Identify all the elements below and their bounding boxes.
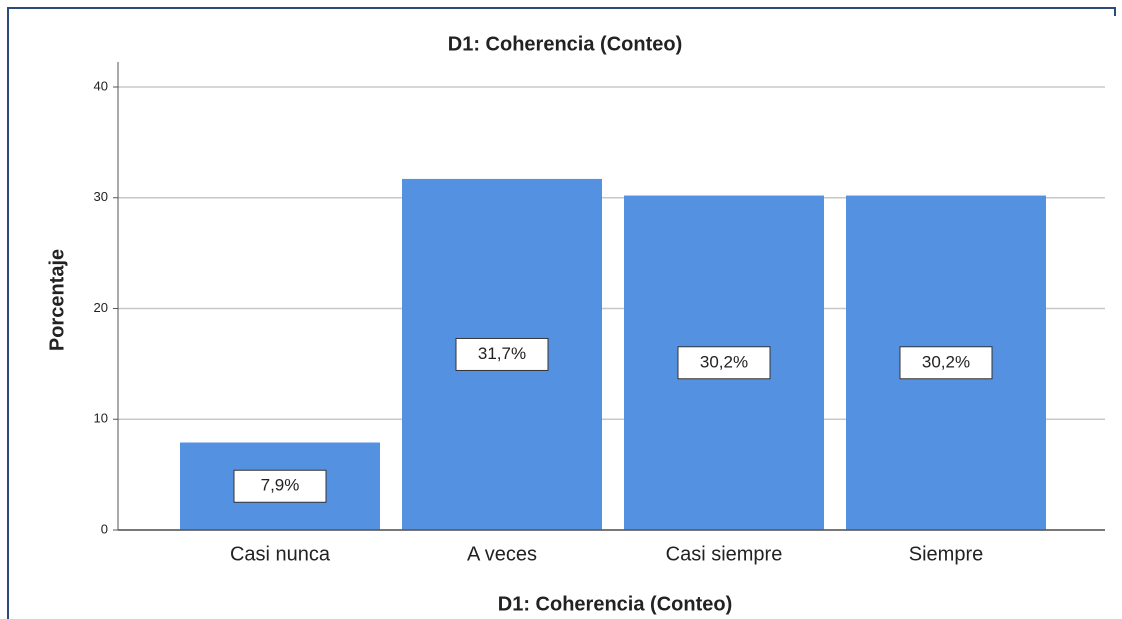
value-label: 30,2% bbox=[922, 352, 970, 371]
y-tick-label: 30 bbox=[94, 189, 108, 204]
y-tick-label: 0 bbox=[101, 521, 108, 536]
value-label: 7,9% bbox=[261, 476, 300, 495]
y-axis-title: Porcentaje bbox=[46, 249, 68, 351]
value-label-box bbox=[899, 346, 993, 380]
y-tick-label: 10 bbox=[94, 411, 108, 426]
value-label-box bbox=[233, 469, 327, 503]
value-label: 30,2% bbox=[700, 352, 748, 371]
frame bbox=[7, 7, 1116, 619]
value-label-box bbox=[455, 337, 549, 371]
y-tick-label: 20 bbox=[94, 300, 108, 315]
x-tick-label: Casi siempre bbox=[666, 543, 783, 565]
x-tick-label: Casi nunca bbox=[230, 543, 331, 565]
x-tick-label: Siempre bbox=[909, 543, 983, 565]
value-label-box bbox=[677, 346, 771, 380]
x-axis-title: D1: Coherencia (Conteo) bbox=[498, 593, 732, 615]
y-tick-label: 40 bbox=[94, 78, 108, 93]
value-label: 31,7% bbox=[478, 344, 526, 363]
x-tick-label: A veces bbox=[467, 543, 537, 565]
chart-title: D1: Coherencia (Conteo) bbox=[448, 33, 682, 55]
